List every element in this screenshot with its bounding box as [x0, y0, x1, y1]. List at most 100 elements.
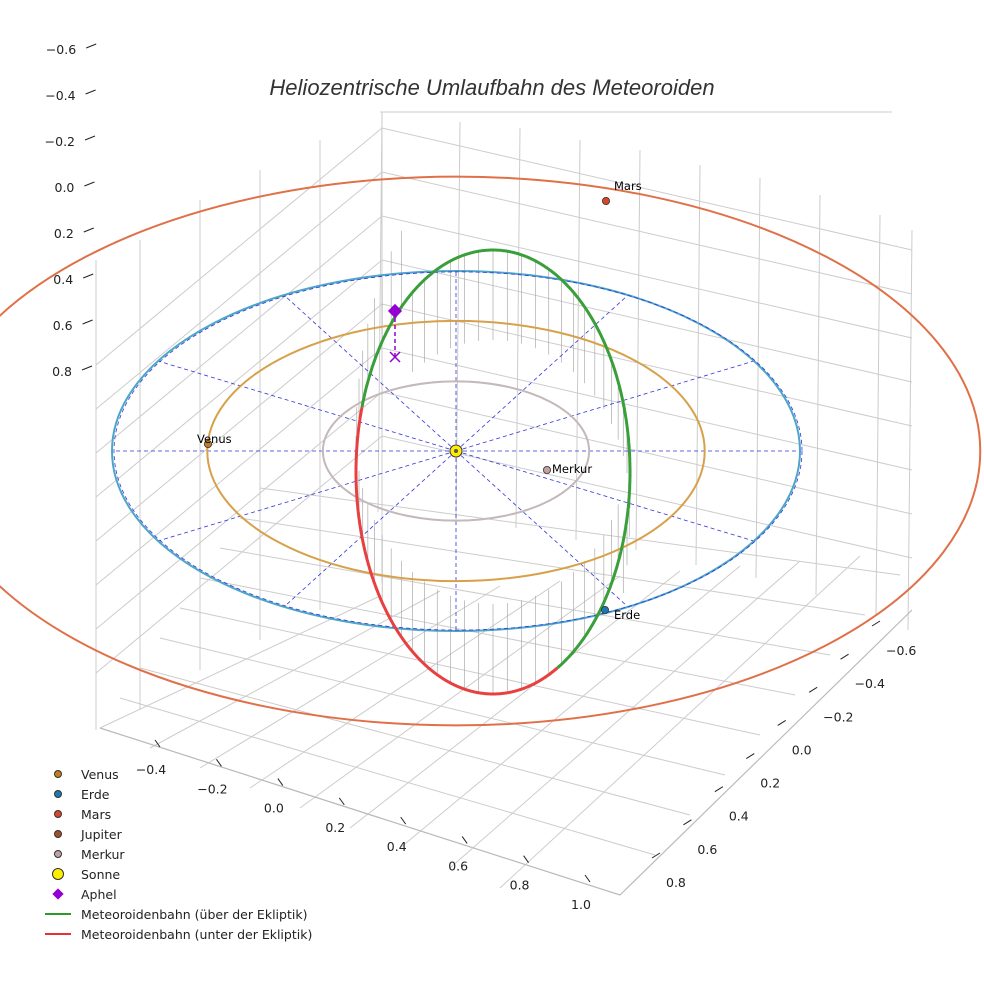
sun-marker-icon: [52, 868, 64, 880]
meteoroid-orbit-above: [360, 248, 632, 670]
guide-line: [455, 294, 629, 452]
x-tick-label: 0.2: [325, 820, 345, 835]
guide-line: [283, 450, 457, 608]
merkur-label: Merkur: [552, 462, 592, 476]
legend-item-erde: Erde: [44, 784, 312, 804]
x-tick-mark: [277, 778, 284, 786]
guide-line: [455, 450, 629, 608]
y-tick-label: −0.6: [886, 643, 916, 658]
legend-item-above: Meteoroidenbahn (über der Ekliptik): [44, 904, 312, 924]
y-tick-label: 0.4: [729, 809, 749, 824]
z-tick-mark: [84, 135, 96, 141]
venus-marker: [203, 439, 212, 448]
guide-line: [455, 360, 755, 452]
legend: Venus Erde Mars Jupiter Merkur Sonne Aph…: [44, 764, 312, 944]
grid-line: [815, 194, 821, 596]
mars-label: Mars: [614, 179, 642, 193]
merkur-marker-icon: [54, 850, 62, 858]
jupiter-marker-icon: [54, 830, 62, 838]
grid-line: [515, 127, 521, 529]
z-tick-label: −0.6: [46, 42, 76, 57]
x-tick-label: 0.8: [510, 878, 530, 893]
x-tick-label: 0.6: [448, 858, 468, 873]
guide-line: [157, 450, 457, 542]
guide-line: [455, 450, 755, 542]
legend-item-sonne: Sonne: [44, 864, 312, 884]
sun-center: [454, 449, 458, 453]
z-tick-mark: [85, 89, 96, 95]
grid-line: [119, 697, 656, 856]
merkur-marker: [543, 465, 552, 474]
grid-line: [95, 347, 913, 586]
z-tick-mark: [82, 319, 93, 325]
y-tick-mark: [871, 620, 881, 627]
legend-item-mars: Mars: [44, 804, 312, 824]
grid-line: [199, 585, 501, 769]
y-tick-label: −0.2: [823, 709, 853, 724]
orbit-venus: [206, 319, 706, 583]
grid-line: [139, 667, 691, 816]
grid-line: [95, 171, 913, 410]
grid-line: [199, 577, 796, 696]
y-tick-mark: [746, 753, 755, 759]
x-tick-mark: [523, 855, 529, 864]
venus-marker-icon: [54, 770, 62, 778]
legend-label: Mars: [81, 806, 112, 822]
legend-item-aphel: Aphel: [44, 884, 312, 904]
z-tick-label: −0.4: [45, 88, 75, 103]
grid-line: [349, 570, 681, 829]
y-tick-label: 0.6: [697, 842, 717, 857]
grid-line: [907, 229, 913, 631]
y-tick-label: −0.4: [855, 676, 885, 691]
x-tick-mark: [154, 739, 161, 748]
orbit-merkur: [321, 380, 591, 522]
legend-label: Sonne: [81, 866, 121, 882]
x-tick-label: −0.4: [136, 762, 166, 777]
y-tick-label: 0.2: [760, 776, 780, 791]
box-frame: [99, 609, 913, 896]
mars-marker: [602, 196, 611, 205]
mars-marker-icon: [54, 810, 62, 818]
z-tick-mark: [86, 43, 97, 49]
legend-label: Merkur: [81, 846, 125, 862]
x-tick-mark: [338, 797, 345, 806]
x-tick-label: −0.2: [197, 781, 227, 796]
y-tick-label: 0.8: [666, 875, 686, 890]
x-tick-label: 1.0: [571, 897, 591, 912]
legend-item-venus: Venus: [44, 764, 312, 784]
grid-line: [179, 607, 761, 736]
y-tick-mark: [683, 819, 692, 826]
grid-line: [95, 435, 913, 674]
grid-line: [695, 164, 701, 566]
legend-item-below: Meteoroidenbahn (unter der Ekliptik): [44, 924, 312, 944]
legend-label: Erde: [81, 786, 110, 802]
aphelion-marker-icon: [52, 888, 64, 900]
guide-line: [283, 294, 457, 452]
grid-line: [755, 177, 761, 579]
venus-label: Venus: [197, 432, 232, 446]
reference-orbit: [113, 271, 803, 631]
legend-item-jupiter: Jupiter: [44, 824, 312, 844]
grid-line: [249, 580, 561, 789]
z-tick-label: 0.8: [52, 364, 72, 379]
legend-label: Aphel: [81, 886, 117, 902]
z-tick-label: 0.4: [53, 272, 73, 287]
orbit-mars: [0, 175, 982, 727]
guide-line: [157, 360, 457, 452]
green-line-icon: [45, 913, 71, 915]
y-tick-label: 0.0: [792, 742, 812, 757]
y-tick-mark: [714, 786, 724, 793]
erde-marker-icon: [54, 790, 62, 798]
chart-title: Heliozentrische Umlaufbahn des Meteoroid…: [269, 75, 714, 100]
grid-line: [299, 575, 621, 809]
x-tick-mark: [584, 874, 591, 883]
legend-item-merkur: Merkur: [44, 844, 312, 864]
z-tick-mark: [83, 227, 94, 233]
z-tick-mark: [83, 273, 94, 279]
grid-line: [95, 127, 913, 366]
z-tick-label: −0.2: [45, 134, 75, 149]
erde-marker: [601, 606, 610, 615]
red-line-icon: [45, 933, 71, 935]
